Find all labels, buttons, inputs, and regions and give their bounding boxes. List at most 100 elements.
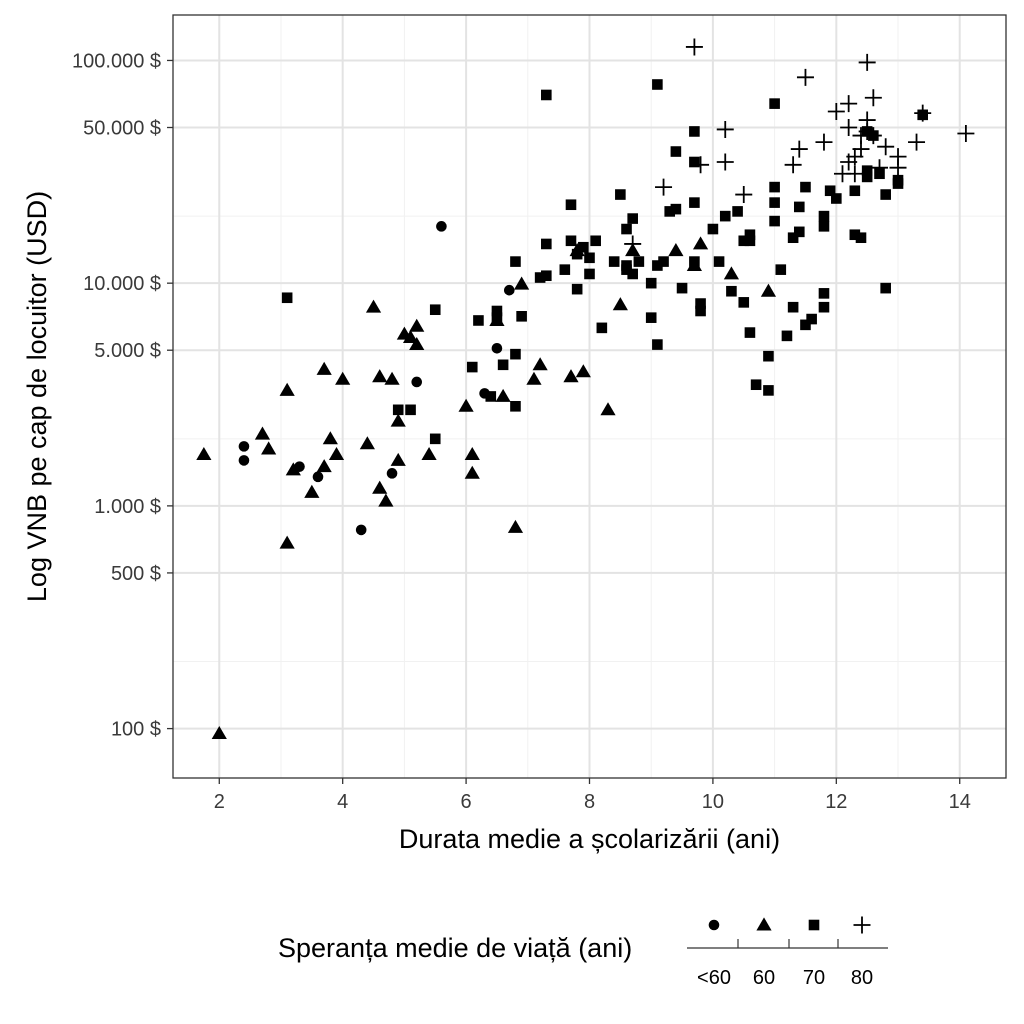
data-point-square xyxy=(615,189,626,200)
data-point-triangle xyxy=(402,329,419,344)
data-point-square xyxy=(781,330,793,342)
data-point-plus xyxy=(846,165,864,183)
data-point-triangle xyxy=(378,493,394,507)
data-point-square xyxy=(719,210,731,222)
legend-title: Speranța medie de viață (ani) xyxy=(278,933,632,963)
data-point-circle xyxy=(503,284,515,296)
data-point-square xyxy=(861,171,873,183)
data-point-square xyxy=(818,301,830,313)
data-point-triangle xyxy=(723,266,740,280)
data-point-square xyxy=(534,272,546,283)
data-point-square xyxy=(689,197,700,208)
data-point-square xyxy=(769,197,780,208)
data-point-triangle xyxy=(575,364,591,378)
series-plus xyxy=(624,38,975,253)
data-point-square xyxy=(565,235,577,247)
data-point-square xyxy=(652,339,663,350)
data-point-square xyxy=(880,189,891,200)
data-point-square xyxy=(880,282,891,294)
data-point-triangle xyxy=(563,369,579,383)
series-circle xyxy=(238,221,515,536)
data-point-square xyxy=(541,89,552,101)
data-point-square xyxy=(541,238,552,250)
data-point-circle xyxy=(238,455,250,466)
y-tick-label: 10.000 $ xyxy=(83,273,161,295)
data-point-plus xyxy=(784,156,802,174)
data-point-square xyxy=(596,322,608,334)
data-point-square xyxy=(670,146,682,157)
data-point-plus xyxy=(790,140,808,158)
data-point-square xyxy=(849,185,861,197)
data-point-triangle xyxy=(760,283,777,297)
x-tick-label: 14 xyxy=(949,791,971,813)
data-point-plus xyxy=(716,153,734,171)
y-axis-title: Log VNB pe cap de locuitor (USD) xyxy=(22,191,52,602)
data-point-square xyxy=(516,310,527,322)
data-point-square xyxy=(738,297,750,308)
data-point-square xyxy=(695,298,706,309)
data-point-triangle xyxy=(668,243,684,257)
data-point-plus xyxy=(827,102,845,120)
data-point-plus xyxy=(864,89,882,107)
data-point-square xyxy=(818,288,830,299)
data-point-triangle xyxy=(359,436,375,450)
data-point-square xyxy=(466,361,478,373)
data-point-square xyxy=(559,264,571,275)
data-point-triangle xyxy=(409,336,425,351)
x-tick-label: 2 xyxy=(214,791,225,813)
data-point-circle xyxy=(436,221,447,232)
data-point-plus xyxy=(624,235,642,253)
data-point-circle xyxy=(491,342,503,354)
data-point-plus xyxy=(735,186,753,204)
data-points xyxy=(196,38,975,740)
data-point-triangle xyxy=(390,413,406,427)
data-point-square xyxy=(763,385,774,396)
data-point-square xyxy=(510,348,521,360)
data-point-plus xyxy=(685,38,703,56)
data-point-square xyxy=(824,185,836,197)
data-point-triangle xyxy=(514,276,530,290)
data-point-square xyxy=(726,285,737,297)
data-point-triangle xyxy=(322,431,338,445)
data-point-square xyxy=(510,256,521,267)
data-point-plus xyxy=(692,156,710,174)
data-point-square xyxy=(621,260,632,271)
data-point-plus xyxy=(864,127,882,145)
data-point-square xyxy=(664,206,676,217)
data-point-square xyxy=(689,256,700,267)
data-point-square xyxy=(849,229,861,241)
data-point-square xyxy=(892,174,904,186)
data-point-triangle xyxy=(600,402,616,416)
legend: Speranța medie de viață (ani) <60 60 70 80 xyxy=(278,916,888,989)
data-point-triangle xyxy=(532,357,548,371)
data-point-square xyxy=(713,256,725,267)
data-point-square xyxy=(689,156,700,168)
data-point-square xyxy=(584,252,595,264)
data-point-square xyxy=(590,235,601,247)
data-point-plus xyxy=(796,68,814,86)
data-point-square xyxy=(775,264,787,275)
data-point-square xyxy=(621,223,632,235)
data-point-triangle xyxy=(495,388,511,402)
y-tick-label: 500 $ xyxy=(111,563,161,585)
x-tick-label: 10 xyxy=(702,791,724,813)
data-point-square xyxy=(800,319,811,331)
data-point-triangle xyxy=(254,426,271,440)
data-point-plus xyxy=(889,159,907,177)
data-point-square xyxy=(793,226,805,238)
x-tick-label: 8 xyxy=(584,791,595,813)
data-point-circle xyxy=(355,524,367,536)
data-point-square xyxy=(584,268,595,280)
data-point-plus xyxy=(815,133,833,151)
data-point-square xyxy=(818,210,830,222)
data-point-triangle xyxy=(365,299,382,313)
data-point-triangle xyxy=(304,484,320,498)
data-point-circle xyxy=(386,468,398,479)
data-point-square xyxy=(744,235,756,247)
legend-key-circle xyxy=(708,919,720,931)
data-point-triangle xyxy=(507,519,524,533)
y-tick-label: 5.000 $ xyxy=(94,340,161,362)
data-point-triangle xyxy=(384,371,400,385)
data-point-square xyxy=(806,313,817,325)
legend-key-square xyxy=(808,919,820,931)
